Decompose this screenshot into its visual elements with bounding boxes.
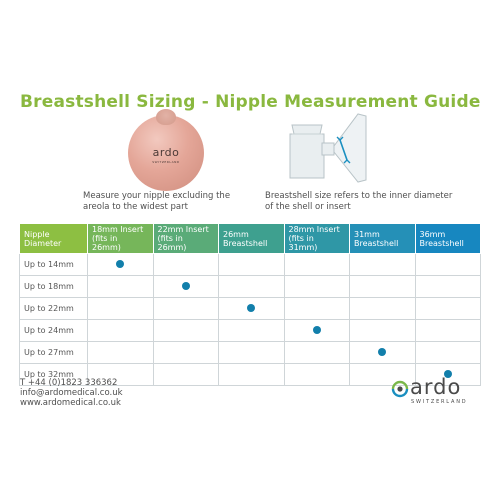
- logo-word: ardo: [410, 375, 462, 399]
- table-header-cell: 31mm Breastshell: [349, 223, 416, 254]
- table-cell: [349, 275, 416, 298]
- table-cell: [349, 297, 416, 320]
- table-cell: [414, 319, 481, 342]
- table-cell: [87, 319, 154, 342]
- nipple-shape: [156, 109, 176, 125]
- table-cell: [218, 363, 285, 386]
- breast-model-icon: ardo SWITZERLAND: [128, 109, 204, 191]
- table-cell: [218, 297, 285, 320]
- table-row: Up to 27mm: [19, 341, 481, 364]
- match-dot: [378, 347, 387, 356]
- contact-phone: T +44 (0)1823 336362: [20, 378, 118, 388]
- table-cell: [283, 363, 350, 386]
- table-cell: [218, 341, 285, 364]
- contact-website[interactable]: www.ardomedical.co.uk: [20, 398, 121, 408]
- ardo-logo: ardo SWITZERLAND: [388, 375, 484, 409]
- table-cell: [87, 253, 154, 276]
- model-brand-sub: SWITZERLAND: [152, 160, 180, 164]
- match-dot: [116, 259, 125, 268]
- row-label: Up to 14mm: [19, 253, 88, 276]
- table-header-cell: 22mm Insert (fits in 26mm): [152, 223, 219, 254]
- table-cell: [87, 341, 154, 364]
- table-header-cell: 28mm Insert (fits in 31mm): [283, 223, 350, 254]
- table-cell: [414, 253, 481, 276]
- table-cell: [283, 319, 350, 342]
- logo-sub: SWITZERLAND: [411, 399, 468, 405]
- table-cell: [152, 363, 219, 386]
- table-cell: [87, 297, 154, 320]
- table-cell: [218, 253, 285, 276]
- breastshell-icon: [289, 113, 367, 183]
- table-row: Up to 14mm: [19, 253, 481, 276]
- match-dot: [443, 369, 452, 378]
- table-cell: [414, 297, 481, 320]
- table-cell: [152, 319, 219, 342]
- row-label: Up to 22mm: [19, 297, 88, 320]
- table-header-cell: 18mm Insert (fits in 26mm): [87, 223, 154, 254]
- table-cell: [218, 319, 285, 342]
- measure-caption: Measure your nipple excluding the areola…: [83, 191, 231, 212]
- table-header-row: Nipple Diameter 18mm Insert (fits in 26m…: [19, 223, 481, 254]
- table-header-cell: Nipple Diameter: [19, 223, 88, 254]
- match-dot: [247, 303, 256, 312]
- table-row: Up to 24mm: [19, 319, 481, 342]
- table-cell: [349, 341, 416, 364]
- size-caption: Breastshell size refers to the inner dia…: [265, 191, 453, 212]
- table-cell: [349, 319, 416, 342]
- table-cell: [283, 297, 350, 320]
- table-cell: [349, 253, 416, 276]
- table-cell: [414, 363, 481, 386]
- contact-email[interactable]: info@ardomedical.co.uk: [20, 388, 123, 398]
- row-label: Up to 24mm: [19, 319, 88, 342]
- table-cell: [414, 275, 481, 298]
- table-cell: [283, 275, 350, 298]
- page-title: Breastshell Sizing - Nipple Measurement …: [20, 92, 481, 112]
- table-cell: [152, 275, 219, 298]
- table-header-cell: 36mm Breastshell: [414, 223, 481, 254]
- model-brand-text: ardo: [152, 146, 180, 159]
- table-row: Up to 32mm: [19, 363, 481, 386]
- table-row: Up to 18mm: [19, 275, 481, 298]
- row-label: Up to 27mm: [19, 341, 88, 364]
- table-cell: [414, 341, 481, 364]
- contact-block: T +44 (0)1823 336362 info@ardomedical.co…: [20, 378, 123, 408]
- table-cell: [87, 275, 154, 298]
- ardo-logo-icon: [391, 380, 409, 398]
- row-label: Up to 18mm: [19, 275, 88, 298]
- table-cell: [152, 341, 219, 364]
- match-dot: [181, 281, 190, 290]
- row-label: Up to 32mm: [19, 363, 88, 386]
- match-dot: [312, 325, 321, 334]
- table-row: Up to 22mm: [19, 297, 481, 320]
- table-header-cell: 26mm Breastshell: [218, 223, 285, 254]
- table-cell: [152, 297, 219, 320]
- table-cell: [283, 253, 350, 276]
- table-cell: [218, 275, 285, 298]
- table-cell: [283, 341, 350, 364]
- sizing-table: Nipple Diameter 18mm Insert (fits in 26m…: [19, 223, 481, 386]
- table-cell: [152, 253, 219, 276]
